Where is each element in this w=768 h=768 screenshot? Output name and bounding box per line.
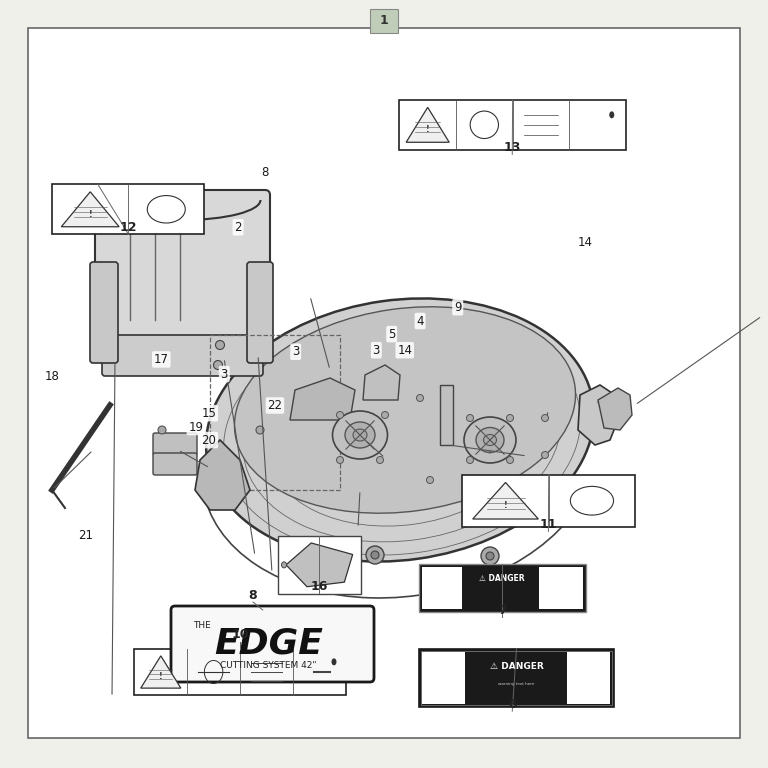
Polygon shape (141, 656, 180, 688)
Ellipse shape (609, 111, 614, 118)
Text: ⚠ DANGER: ⚠ DANGER (479, 574, 525, 583)
Text: CUTTING SYSTEM 42": CUTTING SYSTEM 42" (220, 661, 317, 670)
Ellipse shape (382, 412, 389, 419)
Bar (210, 335, 340, 490)
Bar (462, 475, 635, 527)
Ellipse shape (256, 426, 264, 434)
Text: 10: 10 (231, 628, 249, 641)
Ellipse shape (214, 360, 223, 369)
Polygon shape (286, 543, 353, 587)
Ellipse shape (484, 435, 496, 445)
Bar (422, 568, 462, 609)
Ellipse shape (333, 411, 388, 459)
Ellipse shape (481, 547, 499, 565)
Text: ⚠ DANGER: ⚠ DANGER (490, 662, 543, 670)
Ellipse shape (476, 428, 504, 452)
Text: !: ! (88, 210, 92, 219)
Ellipse shape (158, 426, 166, 434)
FancyBboxPatch shape (153, 433, 197, 455)
Text: 2: 2 (234, 221, 242, 233)
Polygon shape (406, 108, 449, 142)
FancyBboxPatch shape (247, 262, 273, 363)
Ellipse shape (206, 299, 594, 561)
Ellipse shape (216, 340, 224, 349)
Ellipse shape (371, 551, 379, 559)
Ellipse shape (541, 415, 548, 422)
Text: 14: 14 (397, 344, 412, 356)
FancyBboxPatch shape (90, 262, 118, 363)
Bar (134, 649, 346, 695)
Polygon shape (363, 365, 400, 400)
Polygon shape (598, 388, 632, 430)
Text: 4: 4 (416, 315, 424, 327)
Ellipse shape (336, 456, 343, 464)
Bar (278, 536, 361, 594)
Text: !: ! (159, 672, 163, 681)
Text: EDGE: EDGE (214, 627, 323, 661)
Polygon shape (61, 192, 119, 227)
Polygon shape (195, 440, 250, 510)
FancyBboxPatch shape (370, 9, 398, 33)
Text: 12: 12 (120, 221, 137, 233)
FancyBboxPatch shape (102, 335, 263, 376)
Ellipse shape (466, 456, 474, 464)
Text: 11: 11 (540, 518, 557, 531)
Text: warning text here: warning text here (498, 681, 535, 686)
Text: !: ! (504, 502, 508, 511)
Ellipse shape (416, 395, 423, 402)
Text: 18: 18 (45, 370, 60, 382)
Ellipse shape (466, 415, 474, 422)
Ellipse shape (507, 415, 514, 422)
Polygon shape (472, 482, 538, 519)
Ellipse shape (282, 562, 286, 568)
Text: 22: 22 (267, 399, 283, 412)
Text: 5: 5 (388, 328, 396, 340)
Polygon shape (578, 385, 618, 445)
Text: 3: 3 (220, 368, 228, 380)
Text: 3: 3 (372, 344, 380, 356)
Bar (440, 385, 453, 445)
Text: 9: 9 (454, 301, 462, 313)
Bar (422, 652, 465, 703)
Text: 8: 8 (249, 589, 257, 602)
Ellipse shape (507, 456, 514, 464)
Ellipse shape (234, 306, 575, 513)
Text: 16: 16 (311, 580, 328, 592)
Bar (421, 651, 612, 704)
Polygon shape (290, 378, 355, 420)
Text: 15: 15 (201, 407, 217, 419)
Bar (52, 184, 204, 234)
Text: 17: 17 (154, 353, 169, 366)
Ellipse shape (336, 412, 343, 419)
FancyBboxPatch shape (95, 190, 270, 345)
FancyBboxPatch shape (171, 606, 374, 682)
Bar (539, 568, 583, 609)
Ellipse shape (353, 429, 367, 441)
Ellipse shape (366, 546, 384, 564)
Ellipse shape (426, 476, 433, 484)
Text: 14: 14 (578, 237, 593, 249)
Bar (399, 100, 626, 150)
Text: 6: 6 (508, 698, 517, 711)
Bar (568, 652, 611, 703)
Bar (419, 564, 586, 612)
FancyBboxPatch shape (153, 453, 197, 475)
Bar (419, 649, 614, 707)
Text: 3: 3 (292, 346, 300, 358)
Ellipse shape (332, 658, 336, 665)
Text: 19: 19 (188, 421, 204, 433)
Text: 13: 13 (504, 141, 521, 154)
Ellipse shape (541, 452, 548, 458)
Text: !: ! (426, 125, 429, 134)
Text: 1: 1 (379, 15, 389, 28)
Text: 21: 21 (78, 529, 94, 541)
Ellipse shape (464, 417, 516, 463)
Text: 20: 20 (201, 434, 217, 446)
Ellipse shape (345, 422, 375, 448)
Text: THE: THE (193, 621, 210, 631)
Text: 8: 8 (261, 166, 269, 178)
Ellipse shape (376, 456, 383, 464)
Ellipse shape (486, 552, 494, 560)
Text: 7: 7 (498, 604, 507, 617)
